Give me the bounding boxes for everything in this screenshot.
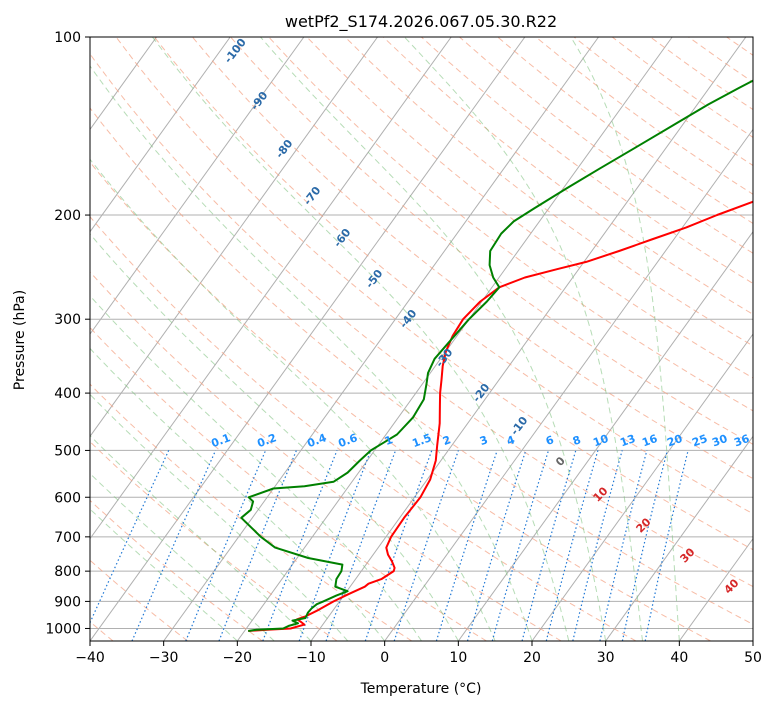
- chart-title: wetPf2_S174.2026.067.05.30.R22: [285, 12, 557, 32]
- x-tick-label: −20: [223, 650, 253, 666]
- y-tick-label: 800: [54, 564, 81, 580]
- x-tick-label: −40: [75, 650, 105, 666]
- y-tick-label: 400: [54, 386, 81, 402]
- y-tick-label: 500: [54, 443, 81, 459]
- x-tick-label: 10: [449, 650, 467, 666]
- x-axis-title: Temperature (°C): [360, 681, 482, 697]
- x-tick-label: 50: [744, 650, 762, 666]
- y-tick-label: 300: [54, 312, 81, 328]
- x-tick-label: 0: [380, 650, 389, 666]
- y-tick-label: 1000: [45, 621, 81, 637]
- y-axis-title: Pressure (hPa): [12, 290, 28, 390]
- y-tick-label: 100: [54, 30, 81, 46]
- x-tick-label: 40: [670, 650, 688, 666]
- x-tick-label: −30: [149, 650, 179, 666]
- x-tick-label: 30: [597, 650, 615, 666]
- y-tick-label: 700: [54, 530, 81, 546]
- x-tick-label: 20: [523, 650, 541, 666]
- x-tick-label: −10: [296, 650, 326, 666]
- y-tick-label: 600: [54, 490, 81, 506]
- y-tick-label: 900: [54, 594, 81, 610]
- y-tick-label: 200: [54, 208, 81, 224]
